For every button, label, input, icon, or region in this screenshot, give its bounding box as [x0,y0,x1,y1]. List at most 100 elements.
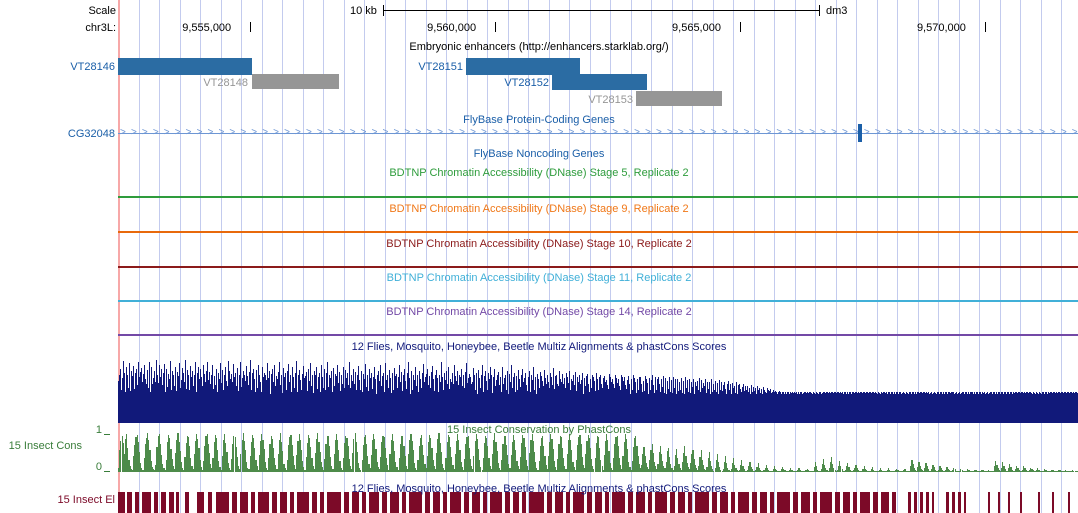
conserved-element[interactable] [1068,492,1070,513]
conserved-element[interactable] [914,492,917,513]
conserved-element[interactable] [555,492,563,513]
conserved-element[interactable] [605,492,609,513]
conserved-element[interactable] [161,492,166,513]
conserved-element[interactable] [873,492,878,513]
conserved-element[interactable] [1052,492,1054,513]
conserved-element[interactable] [176,492,179,513]
conserved-element[interactable] [573,492,584,513]
conserved-element[interactable] [443,492,447,513]
conserved-element[interactable] [169,492,174,513]
conserved-element[interactable] [760,492,767,513]
conserved-element[interactable] [522,492,526,513]
conserved-element[interactable] [320,492,324,513]
conserved-element[interactable] [932,492,934,513]
enhancer-feature-vt28148[interactable] [252,74,339,89]
conserved-element[interactable] [731,492,735,513]
enhancer-feature-vt28152[interactable] [552,74,647,90]
conserved-element[interactable] [908,492,911,513]
conserved-element[interactable] [820,492,832,513]
conserved-element[interactable] [280,492,287,513]
conserved-element[interactable] [154,492,158,513]
conserved-element[interactable] [312,492,317,513]
conserved-element[interactable] [612,492,625,513]
conserved-element[interactable] [853,492,857,513]
conserved-element[interactable] [433,492,440,513]
conserved-element[interactable] [1020,492,1022,513]
conserved-element[interactable] [920,492,923,513]
conserved-element[interactable] [738,492,749,513]
conserved-element[interactable] [835,492,840,513]
conserved-element[interactable] [801,492,810,513]
enhancer-feature-vt28153[interactable] [636,91,722,106]
conserved-element[interactable] [402,492,406,513]
conserved-element[interactable] [362,492,366,513]
conserved-element[interactable] [297,492,309,513]
conserved-element[interactable] [678,492,685,513]
conserved-element[interactable] [142,492,151,513]
wiggle-phastcons[interactable] [118,432,1078,472]
conserved-element[interactable] [926,492,929,513]
conserved-element[interactable] [712,492,717,513]
conserved-element[interactable] [595,492,602,513]
conserved-element[interactable] [636,492,645,513]
conserved-element[interactable] [505,492,510,513]
conserved-element[interactable] [290,492,294,513]
conserved-element[interactable] [344,492,349,513]
conserved-element[interactable] [450,492,461,513]
conserved-element[interactable] [952,492,955,513]
conserved-element[interactable] [118,492,125,513]
wiggle-multiz-top[interactable] [118,355,1078,423]
conserved-element[interactable] [232,492,237,513]
conserved-element[interactable] [655,492,667,513]
conserved-element[interactable] [197,492,204,513]
conserved-element[interactable] [352,492,359,513]
conserved-element[interactable] [258,492,269,513]
conserved-element[interactable] [566,492,570,513]
conserved-element[interactable] [464,492,469,513]
conserved-element[interactable] [390,492,399,513]
conserved-element[interactable] [946,492,949,513]
conserved-element[interactable] [670,492,675,513]
enhancer-feature-vt28146[interactable] [118,58,252,75]
conserved-element[interactable] [409,492,422,513]
conserved-element[interactable] [483,492,487,513]
conserved-element[interactable] [472,492,480,513]
conserved-element[interactable] [688,492,692,513]
conserved-element[interactable] [720,492,728,513]
conserved-element[interactable] [628,492,633,513]
conserved-element[interactable] [777,492,790,513]
conserved-element[interactable] [216,492,229,513]
enhancer-feature-vt28151[interactable] [466,58,580,75]
conserved-element[interactable] [135,492,139,513]
conserved-element[interactable] [695,492,709,513]
conserved-element[interactable] [382,492,387,513]
conserved-element[interactable] [881,492,889,513]
conserved-element[interactable] [998,492,1000,513]
conserved-element[interactable] [513,492,519,513]
conserved-element[interactable] [793,492,798,513]
conserved-element[interactable] [529,492,544,513]
conserved-element[interactable] [958,492,961,513]
conserved-element[interactable] [964,492,966,513]
conserved-element[interactable] [843,492,850,513]
conserved-element[interactable] [813,492,817,513]
conserved-element[interactable] [327,492,341,513]
conserved-element[interactable] [587,492,592,513]
conserved-element[interactable] [860,492,870,513]
conserved-element[interactable] [272,492,277,513]
conserved-element[interactable] [127,492,132,513]
conserved-element[interactable] [547,492,552,513]
conserved-element[interactable] [988,492,990,513]
conserved-element[interactable] [892,492,896,513]
gene-exon[interactable] [858,124,862,142]
conserved-element[interactable] [425,492,430,513]
conserved-element[interactable] [770,492,774,513]
conserved-element[interactable] [1008,492,1010,513]
conserved-element[interactable] [1038,492,1040,513]
conserved-element[interactable] [240,492,248,513]
conserved-element[interactable] [369,492,379,513]
conserved-element[interactable] [648,492,652,513]
conserved-elements-row[interactable] [118,492,1078,513]
conserved-element[interactable] [208,492,212,513]
